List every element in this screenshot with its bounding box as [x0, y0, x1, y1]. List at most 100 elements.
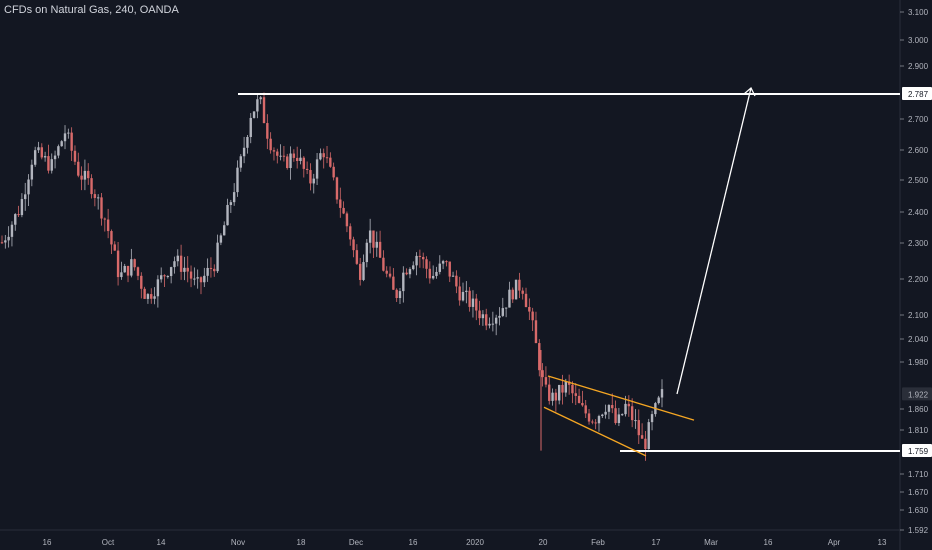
candle-down: [286, 156, 289, 169]
candle-down: [186, 267, 189, 272]
candle-down: [581, 402, 584, 406]
candle-down: [485, 314, 488, 326]
candle-down: [611, 405, 614, 409]
candle-up: [504, 307, 508, 309]
candle-up: [229, 202, 233, 205]
candle-down: [282, 155, 286, 157]
candle-down: [594, 422, 597, 424]
y-tick-label: 1.810: [908, 426, 929, 435]
candle-up: [232, 192, 236, 203]
y-tick-label: 2.300: [908, 239, 929, 248]
channel-upper-trendline[interactable]: [547, 375, 695, 421]
candle-up: [299, 157, 302, 161]
candle-up: [465, 290, 468, 292]
candle-down: [133, 259, 136, 268]
y-tick-label: 1.592: [908, 526, 929, 535]
candle-up: [63, 133, 67, 142]
candle-down: [382, 257, 385, 271]
candle-up: [402, 272, 405, 292]
candle-up: [96, 197, 100, 199]
candle-down: [213, 268, 216, 272]
y-tick-label: 1.710: [908, 470, 929, 479]
candle-down: [541, 370, 544, 378]
x-tick-label: Apr: [828, 538, 841, 547]
x-tick-label: Mar: [704, 538, 718, 547]
candle-down: [395, 289, 398, 299]
candle-up: [514, 279, 518, 300]
candle-up: [319, 153, 322, 160]
candle-up: [431, 275, 435, 279]
resistance-price-tag-label: 2.787: [908, 90, 929, 99]
candle-up: [650, 414, 654, 423]
candle-up: [557, 384, 561, 401]
candle-down: [325, 157, 329, 159]
candle-up: [120, 272, 123, 278]
candle-up: [176, 255, 179, 262]
candle-up: [153, 296, 156, 299]
projection-arrow-line[interactable]: [676, 87, 752, 395]
candle-up: [123, 265, 126, 273]
candle-down: [591, 421, 594, 423]
x-tick-label: Oct: [102, 538, 115, 547]
candle-down: [378, 241, 382, 258]
candle-up: [491, 323, 495, 325]
candle-down: [425, 259, 428, 269]
candle-up: [226, 204, 229, 226]
candle-down: [329, 157, 332, 167]
candle-up: [43, 156, 47, 158]
candle-up: [14, 214, 17, 225]
candle-up: [621, 414, 624, 416]
candle-up: [368, 230, 372, 243]
candle-up: [53, 155, 57, 160]
candle-up: [183, 267, 186, 272]
y-tick-label: 2.900: [908, 62, 929, 71]
candle-down: [140, 275, 143, 289]
candle-up: [249, 117, 252, 137]
candle-down: [150, 294, 153, 299]
candle-down: [405, 272, 408, 275]
candle-up: [607, 405, 611, 412]
candle-down: [269, 138, 272, 151]
candle-down: [352, 239, 355, 251]
channel-lower-trendline[interactable]: [543, 406, 647, 457]
candle-down: [77, 161, 80, 176]
candle-down: [335, 177, 339, 200]
candle-up: [206, 267, 209, 276]
candle-down: [103, 218, 107, 220]
candle-down: [276, 151, 279, 156]
candle-up: [617, 414, 621, 424]
candle-down: [309, 169, 312, 184]
last-price-tag: [902, 387, 932, 401]
y-tick-label: 2.600: [908, 146, 929, 155]
chart-legend: CFDs on Natural Gas, 240, OANDA: [4, 4, 179, 16]
candle-up: [130, 259, 133, 276]
candle-down: [332, 166, 335, 178]
candle-down: [100, 197, 103, 219]
candle-up: [37, 147, 40, 151]
candle-up: [193, 278, 196, 280]
candle-up: [494, 317, 498, 324]
candle-down: [87, 170, 90, 179]
candle-up: [239, 156, 242, 168]
candle-down: [518, 279, 521, 291]
candle-up: [20, 199, 24, 216]
candle-up: [365, 242, 369, 263]
candle-up: [604, 411, 607, 415]
candle-down: [322, 153, 325, 158]
candle-down: [521, 290, 524, 294]
y-tick-label: 2.200: [908, 275, 929, 284]
candle-up: [312, 178, 315, 184]
candle-up: [315, 159, 319, 179]
candle-down: [637, 420, 640, 436]
candle-up: [438, 263, 441, 272]
y-tick-label: 2.700: [908, 115, 929, 124]
candle-down: [627, 403, 631, 407]
candle-up: [362, 262, 365, 280]
candle-down: [524, 293, 528, 308]
y-tick-label: 1.630: [908, 506, 929, 515]
candle-down: [445, 261, 448, 263]
support-price-tag-label: 1.759: [908, 447, 929, 456]
candle-down: [189, 271, 193, 279]
